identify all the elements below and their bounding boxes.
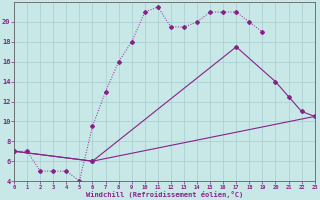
X-axis label: Windchill (Refroidissement éolien,°C): Windchill (Refroidissement éolien,°C) [86,191,243,198]
